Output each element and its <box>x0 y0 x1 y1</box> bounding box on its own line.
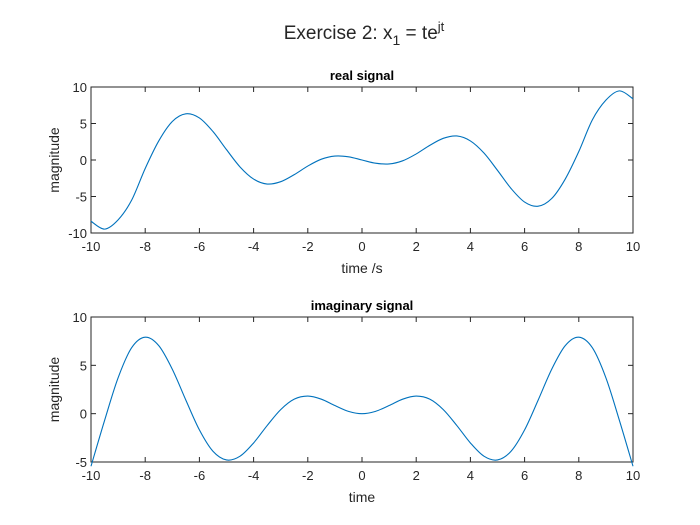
plot2-y-tick-label: 0 <box>80 407 87 422</box>
plot2-y-tick-label: -5 <box>75 455 87 470</box>
plot2-axes-box <box>90 316 634 463</box>
plot1-y-tick-label: 10 <box>73 80 87 95</box>
plot1: real signal -10 -8 -6 -4 -2 0 2 4 6 8 10 -10 -5 0 5 10 ti… <box>46 68 640 276</box>
plot1-y-tick-label: -10 <box>68 226 87 241</box>
plot1-x-tick-label: -6 <box>194 239 206 254</box>
plot2-x-tick-label: -10 <box>82 468 101 483</box>
plot2-x-tick-label: 10 <box>626 468 640 483</box>
plot1-x-tick-label: 2 <box>413 239 420 254</box>
plot2-x-tick-label: 0 <box>358 468 365 483</box>
plot1-x-tick-label: 10 <box>626 239 640 254</box>
plot2-xlabel: time <box>349 489 376 505</box>
figure-title: Exercise 2: x1 = tejt <box>284 19 445 48</box>
plot2-x-tick-label: -6 <box>194 468 206 483</box>
plot1-ylabel: magnitude <box>46 127 62 193</box>
plot2-y-tick-label: 5 <box>80 358 87 373</box>
plot1-x-tick-label: -2 <box>302 239 314 254</box>
plot1-title: real signal <box>330 68 394 83</box>
plot1-y-tick-label: 0 <box>80 153 87 168</box>
plot2-x-tick-label: 4 <box>467 468 474 483</box>
plot2-x-tick-label: -8 <box>139 468 151 483</box>
plot2-series-line <box>90 336 634 467</box>
plot2-title: imaginary signal <box>311 298 414 313</box>
plot1-x-tick-label: -8 <box>139 239 151 254</box>
plot2: imaginary signal -10 -8 -6 -4 -2 0 2 4 6 8 10 -5 0 5 10… <box>46 298 640 505</box>
plot2-x-tick-label: 6 <box>521 468 528 483</box>
plot1-y-tick-label: 5 <box>80 117 87 132</box>
plot1-y-tick-label: -5 <box>75 190 87 205</box>
plot1-x-tick-label: -4 <box>248 239 260 254</box>
plot2-x-tick-label: 8 <box>575 468 582 483</box>
plot1-x-tick-label: 0 <box>358 239 365 254</box>
plot1-series-line <box>90 90 634 230</box>
plot2-ylabel: magnitude <box>46 357 62 423</box>
plot2-x-tick-label: -2 <box>302 468 314 483</box>
plot1-x-tick-label: -10 <box>82 239 101 254</box>
plot1-x-tick-label: 8 <box>575 239 582 254</box>
plot1-x-tick-label: 4 <box>467 239 474 254</box>
plot1-xlabel: time /s <box>341 260 382 276</box>
plot2-y-tick-label: 10 <box>73 310 87 325</box>
plot1-x-tick-label: 6 <box>521 239 528 254</box>
plot2-x-tick-label: 2 <box>413 468 420 483</box>
plot2-x-tick-label: -4 <box>248 468 260 483</box>
